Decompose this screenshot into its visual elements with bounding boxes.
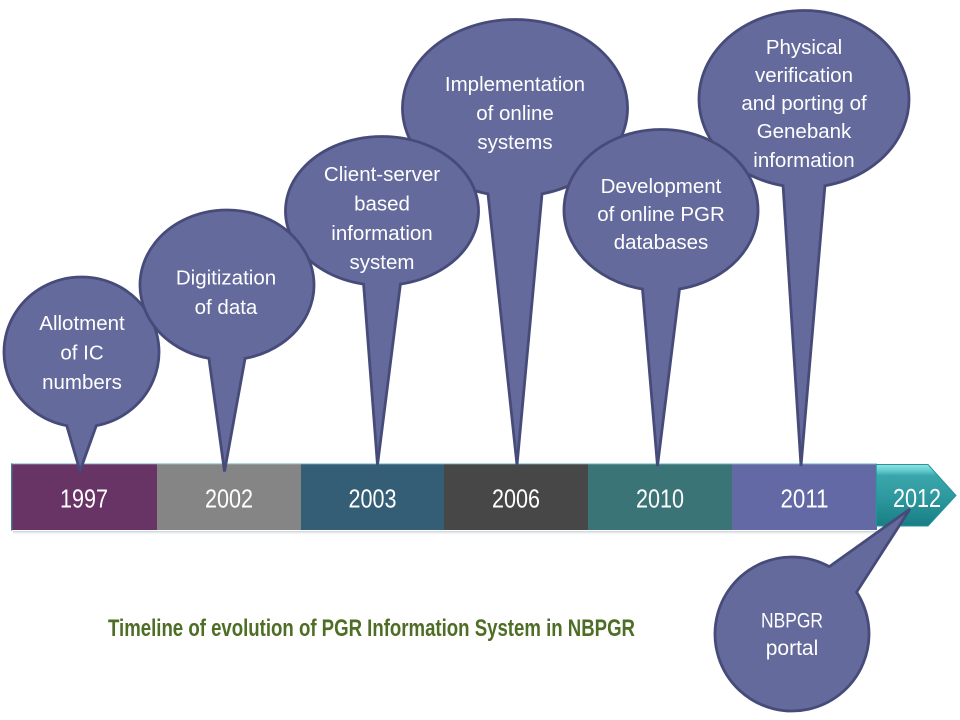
svg-text:2006: 2006 [492,484,540,514]
svg-text:systems: systems [477,131,552,154]
svg-text:Development: Development [601,175,722,198]
svg-text:of data: of data [195,296,258,319]
svg-text:portal: portal [766,637,819,660]
svg-text:verification: verification [755,64,853,87]
svg-text:2011: 2011 [781,484,829,514]
svg-text:system: system [350,251,415,274]
svg-text:Digitization: Digitization [176,267,276,290]
svg-text:databases: databases [614,231,709,254]
svg-text:numbers: numbers [42,371,122,394]
svg-text:of online PGR: of online PGR [597,203,725,226]
svg-text:and porting of: and porting of [741,92,867,115]
svg-text:2003: 2003 [349,484,397,514]
svg-text:of IC: of IC [60,342,103,365]
svg-text:Client-server: Client-server [324,163,440,186]
svg-text:information: information [331,222,432,245]
svg-text:Allotment: Allotment [39,312,125,335]
svg-text:based: based [354,193,410,216]
svg-text:Genebank: Genebank [757,120,852,143]
svg-text:Implementation: Implementation [445,73,585,96]
svg-text:Timeline of evolution of PGR I: Timeline of evolution of PGR Information… [108,615,635,642]
svg-text:of online: of online [476,102,554,125]
svg-text:information: information [753,149,854,172]
svg-text:1997: 1997 [60,484,108,514]
svg-text:2012: 2012 [893,483,941,513]
svg-text:2002: 2002 [205,484,253,514]
svg-text:Physical: Physical [766,36,842,59]
svg-text:2010: 2010 [636,484,684,514]
svg-text:NBPGR: NBPGR [761,609,823,633]
